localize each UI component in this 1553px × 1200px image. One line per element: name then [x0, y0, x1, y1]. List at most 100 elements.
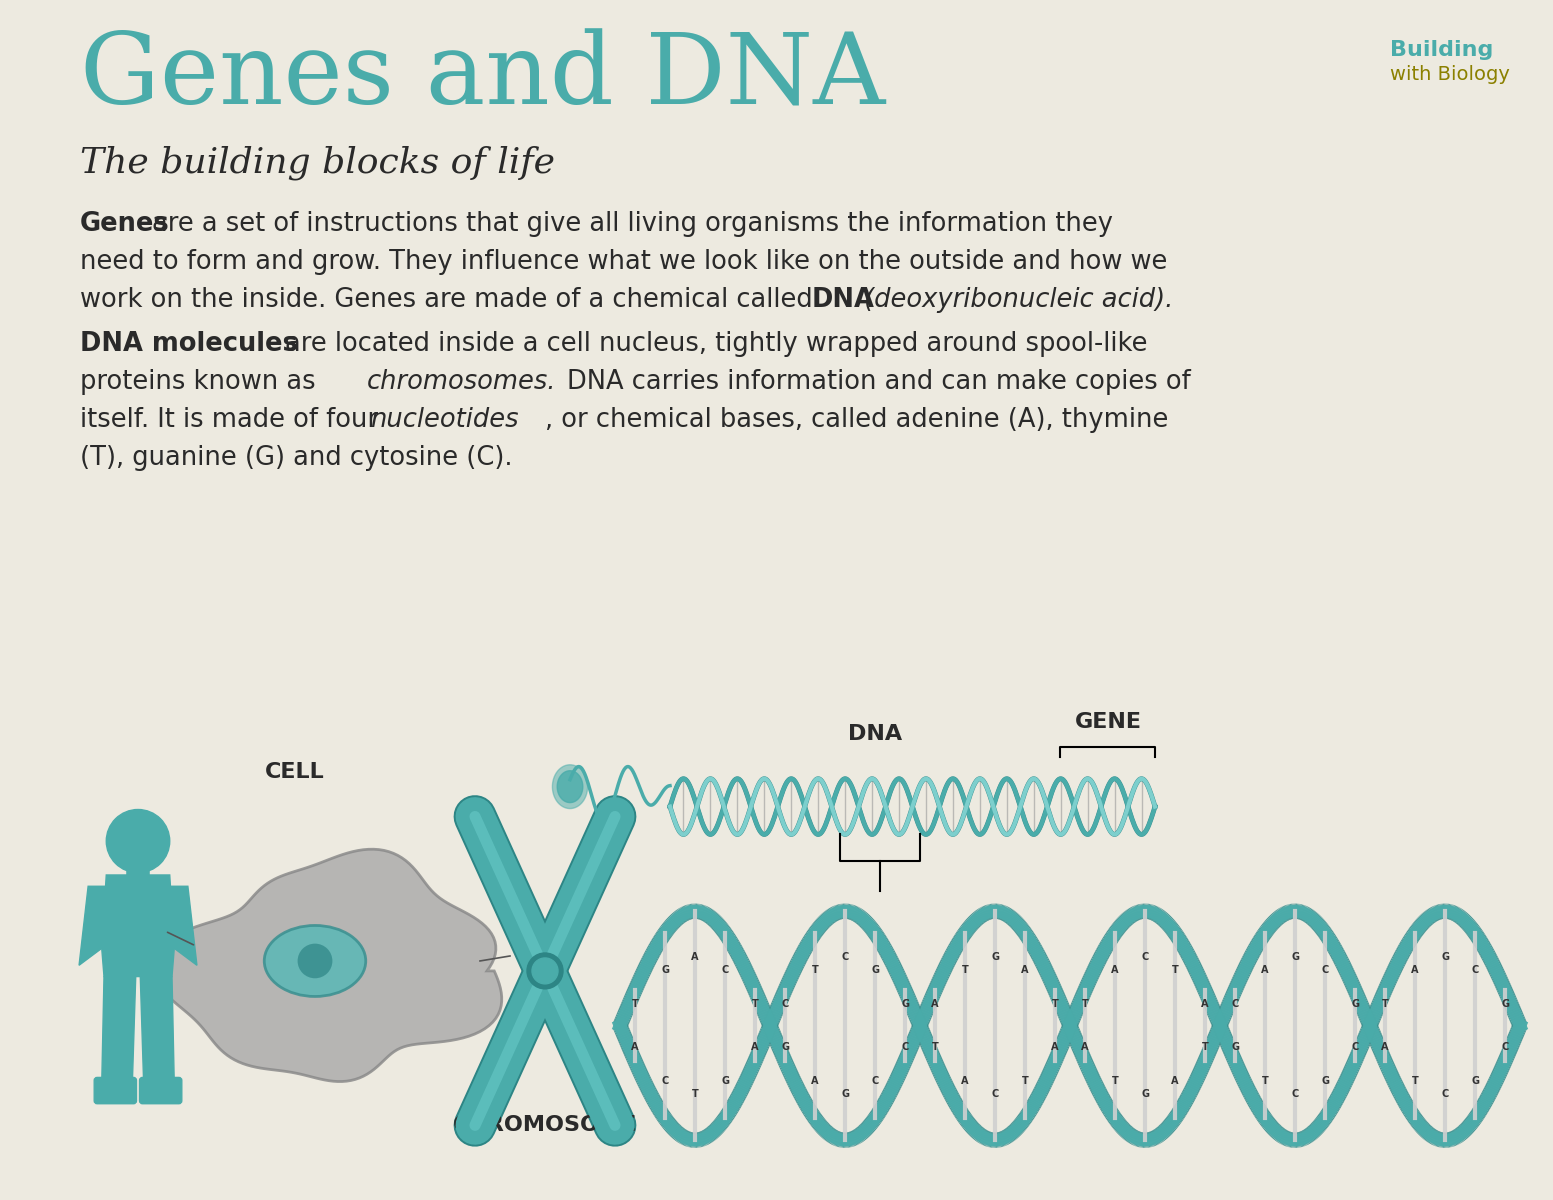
Text: G: G — [1471, 1076, 1478, 1086]
Text: A: A — [1112, 965, 1118, 976]
Text: , or chemical bases, called adenine (A), thymine: , or chemical bases, called adenine (A),… — [545, 407, 1168, 433]
Text: A: A — [1261, 965, 1269, 976]
Text: A: A — [1202, 1000, 1208, 1009]
Text: A: A — [631, 1042, 638, 1052]
Text: C: C — [1441, 1090, 1449, 1099]
Circle shape — [526, 953, 564, 989]
Text: (T), guanine (G) and cytosine (C).: (T), guanine (G) and cytosine (C). — [81, 445, 512, 472]
Text: A: A — [1171, 1076, 1179, 1086]
Text: G: G — [1291, 952, 1298, 962]
Text: C: C — [781, 1000, 789, 1009]
Text: Genes and DNA: Genes and DNA — [81, 30, 885, 126]
Text: CHROMOSOME: CHROMOSOME — [453, 1115, 637, 1135]
Text: T: T — [691, 1090, 699, 1099]
Text: DNA molecules: DNA molecules — [81, 331, 298, 356]
Text: DNA: DNA — [812, 287, 874, 313]
Text: G: G — [1502, 1000, 1510, 1009]
Text: G: G — [662, 965, 669, 976]
Polygon shape — [553, 764, 587, 809]
Text: A: A — [961, 1076, 969, 1086]
Text: T: T — [932, 1042, 938, 1052]
Polygon shape — [79, 887, 106, 965]
Text: C: C — [1351, 1042, 1359, 1052]
Text: C: C — [1322, 965, 1329, 976]
Text: C: C — [1141, 952, 1149, 962]
Polygon shape — [102, 977, 135, 1084]
Text: C: C — [842, 952, 848, 962]
Text: are a set of instructions that give all living organisms the information they: are a set of instructions that give all … — [152, 210, 1114, 236]
Text: A: A — [1081, 1042, 1089, 1052]
Text: C: C — [991, 1090, 999, 1099]
Text: C: C — [722, 965, 728, 976]
Text: T: T — [1051, 1000, 1059, 1009]
Text: T: T — [1112, 1076, 1118, 1086]
Text: G: G — [1232, 1042, 1239, 1052]
Text: G: G — [842, 1090, 849, 1099]
Text: Genes: Genes — [81, 210, 169, 236]
Text: C: C — [1471, 965, 1478, 976]
FancyBboxPatch shape — [140, 1078, 182, 1104]
Text: A: A — [1381, 1042, 1388, 1052]
Text: T: T — [752, 1000, 758, 1009]
Text: DNA: DNA — [848, 724, 902, 744]
Text: chromosomes.: chromosomes. — [367, 370, 556, 395]
Text: T: T — [632, 1000, 638, 1009]
FancyBboxPatch shape — [127, 841, 149, 877]
Circle shape — [106, 810, 169, 872]
Text: DNA carries information and can make copies of: DNA carries information and can make cop… — [567, 370, 1191, 395]
Text: A: A — [1051, 1042, 1059, 1052]
Text: (deoxyribonucleic acid).: (deoxyribonucleic acid). — [856, 287, 1173, 313]
Text: C: C — [1502, 1042, 1508, 1052]
Text: need to form and grow. They influence what we look like on the outside and how w: need to form and grow. They influence wh… — [81, 248, 1168, 275]
Text: T: T — [1022, 1076, 1028, 1086]
Polygon shape — [169, 887, 197, 965]
Text: The building blocks of life: The building blocks of life — [81, 145, 554, 180]
Text: G: G — [1322, 1076, 1329, 1086]
Text: C: C — [1292, 1090, 1298, 1099]
Polygon shape — [140, 977, 174, 1084]
Text: T: T — [812, 965, 818, 976]
Text: work on the inside. Genes are made of a chemical called: work on the inside. Genes are made of a … — [81, 287, 822, 313]
Polygon shape — [102, 948, 174, 977]
FancyBboxPatch shape — [95, 1078, 137, 1104]
Circle shape — [298, 943, 332, 978]
Text: A: A — [811, 1076, 818, 1086]
Text: G: G — [901, 1000, 909, 1009]
Text: C: C — [871, 1076, 879, 1086]
Text: A: A — [691, 952, 699, 962]
Text: T: T — [1412, 1076, 1418, 1086]
Circle shape — [533, 958, 558, 984]
Text: G: G — [871, 965, 879, 976]
Text: T: T — [1261, 1076, 1269, 1086]
Text: T: T — [1171, 965, 1179, 976]
Text: G: G — [781, 1042, 789, 1052]
Text: T: T — [1202, 1042, 1208, 1052]
Text: proteins known as: proteins known as — [81, 370, 323, 395]
Text: A: A — [1022, 965, 1028, 976]
Text: nucleotides: nucleotides — [370, 407, 519, 433]
Text: A: A — [752, 1042, 759, 1052]
Text: itself. It is made of four: itself. It is made of four — [81, 407, 387, 433]
Text: C: C — [1232, 1000, 1239, 1009]
Text: G: G — [1141, 1090, 1149, 1099]
Text: are located inside a cell nucleus, tightly wrapped around spool-like: are located inside a cell nucleus, tight… — [286, 331, 1148, 356]
Ellipse shape — [264, 925, 367, 996]
Text: with Biology: with Biology — [1390, 65, 1510, 84]
Text: CELL: CELL — [266, 762, 325, 781]
Text: Building: Building — [1390, 40, 1494, 60]
Text: G: G — [1351, 1000, 1359, 1009]
Text: A: A — [932, 1000, 938, 1009]
Text: G: G — [991, 952, 999, 962]
Text: C: C — [662, 1076, 669, 1086]
Polygon shape — [152, 850, 502, 1081]
Text: G: G — [1441, 952, 1449, 962]
Text: T: T — [1382, 1000, 1388, 1009]
Polygon shape — [558, 770, 582, 803]
Polygon shape — [102, 875, 174, 948]
Text: T: T — [1081, 1000, 1089, 1009]
Text: GENE: GENE — [1075, 712, 1141, 732]
Text: G: G — [721, 1076, 728, 1086]
Text: A: A — [1412, 965, 1419, 976]
Text: T: T — [961, 965, 969, 976]
Text: C: C — [901, 1042, 909, 1052]
